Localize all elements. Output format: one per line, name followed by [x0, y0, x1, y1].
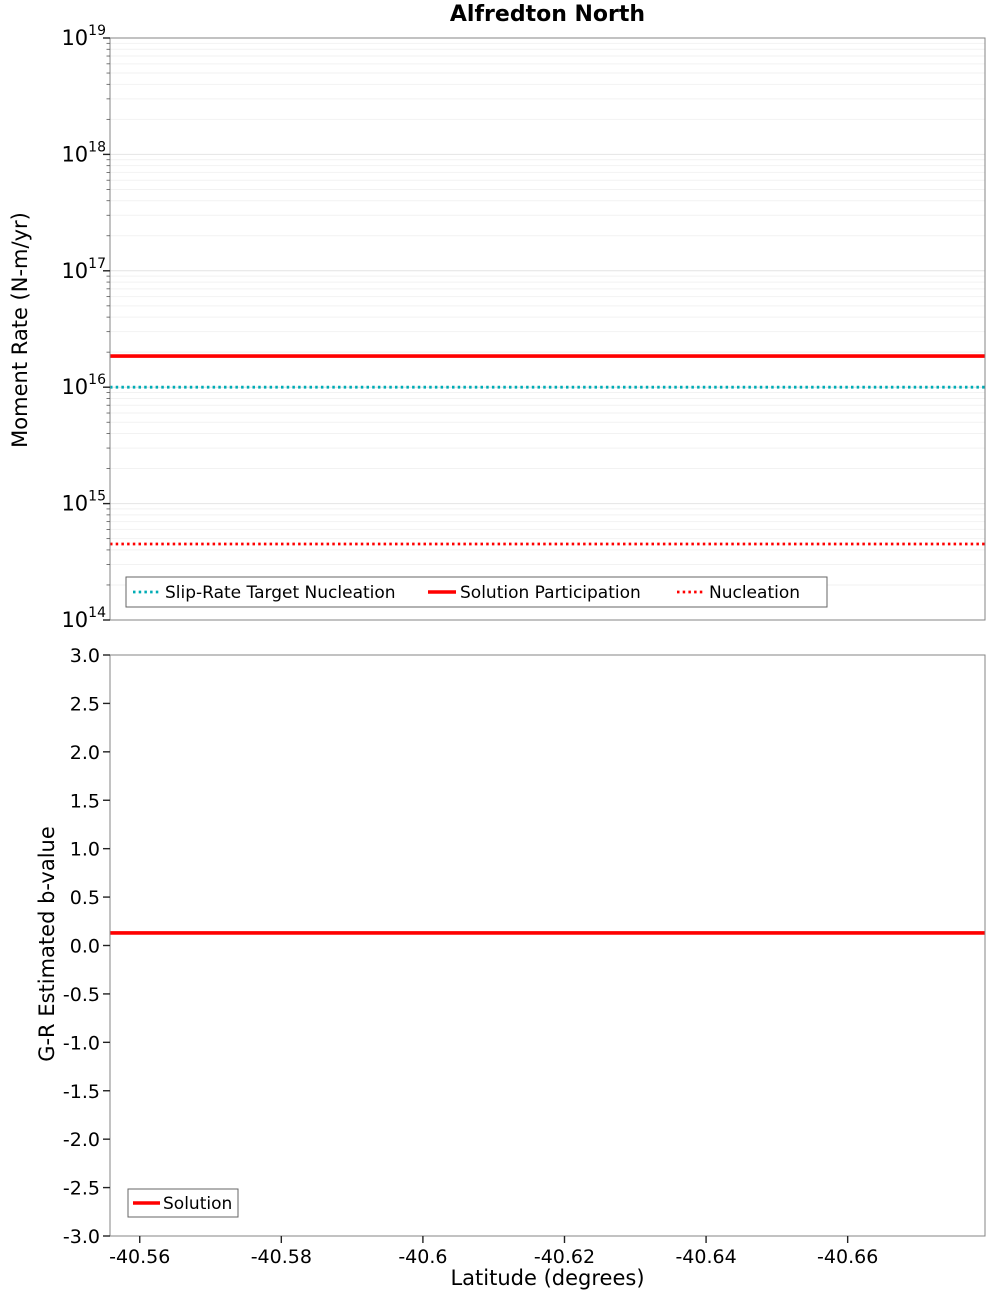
- y-tick-label: -2.0: [63, 1129, 100, 1151]
- y-tick-label: 1018: [61, 139, 106, 166]
- y-tick-label: 1017: [61, 256, 106, 283]
- plot-border: [109, 37, 986, 621]
- legend-b-value: Solution: [127, 1188, 239, 1218]
- y-tick-label: 1019: [61, 23, 106, 50]
- x-tick-label: -40.62: [534, 1246, 595, 1268]
- x-tick-label: -40.6: [398, 1246, 447, 1268]
- b-value-plot: 3.0 2.5 2.0 1.5 1.0 0.5 0.0 -0.5 -1.0 -1.5 -2.0 -2.…: [63, 645, 986, 1268]
- x-tick-label: -40.66: [817, 1246, 878, 1268]
- y-tick-label: -0.5: [63, 984, 100, 1006]
- x-tick-label: -40.64: [675, 1246, 736, 1268]
- y-tick-label: 2.5: [70, 693, 100, 715]
- y-tick-label: 2.0: [70, 742, 100, 764]
- y-tick-label: 1015: [61, 489, 106, 516]
- x-tick-label: -40.58: [251, 1246, 312, 1268]
- y-tick-label: -3.0: [63, 1226, 100, 1248]
- chart-title: Alfredton North: [449, 2, 646, 27]
- moment-rate-plot: 1019 1018 1017 1016 1015 1014 Slip-Rate Target…: [61, 23, 986, 632]
- legend-label-nucleation: Nucleation: [709, 583, 800, 603]
- y-tick-label: 1014: [61, 605, 106, 632]
- y-tick-label: -1.5: [63, 1081, 100, 1103]
- y-tick-label: 3.0: [70, 645, 100, 667]
- legend-box: [127, 1188, 239, 1218]
- y-tick-label: 1.0: [70, 839, 100, 861]
- y-tick-label: 0.5: [70, 887, 100, 909]
- legend-label-solution: Solution: [163, 1194, 232, 1214]
- y-tick-label: -1.0: [63, 1032, 100, 1054]
- y-tick-label: 1016: [61, 372, 106, 399]
- legend-label-slip-rate-target-nucleation: Slip-Rate Target Nucleation: [165, 583, 396, 603]
- y-tick-label: 0.0: [70, 936, 100, 958]
- legend-box: [125, 576, 828, 608]
- plot-background: [110, 655, 985, 1236]
- x-axis-label-latitude: Latitude (degrees): [450, 1266, 645, 1290]
- plot-background: [110, 38, 985, 620]
- y-tick-label: -2.5: [63, 1178, 100, 1200]
- legend-label-solution-participation: Solution Participation: [460, 583, 641, 603]
- y-tick-label: 1.5: [70, 790, 100, 812]
- legend-moment-rate: Slip-Rate Target Nucleation Solution Part…: [125, 576, 828, 608]
- x-tick-label: -40.56: [109, 1246, 170, 1268]
